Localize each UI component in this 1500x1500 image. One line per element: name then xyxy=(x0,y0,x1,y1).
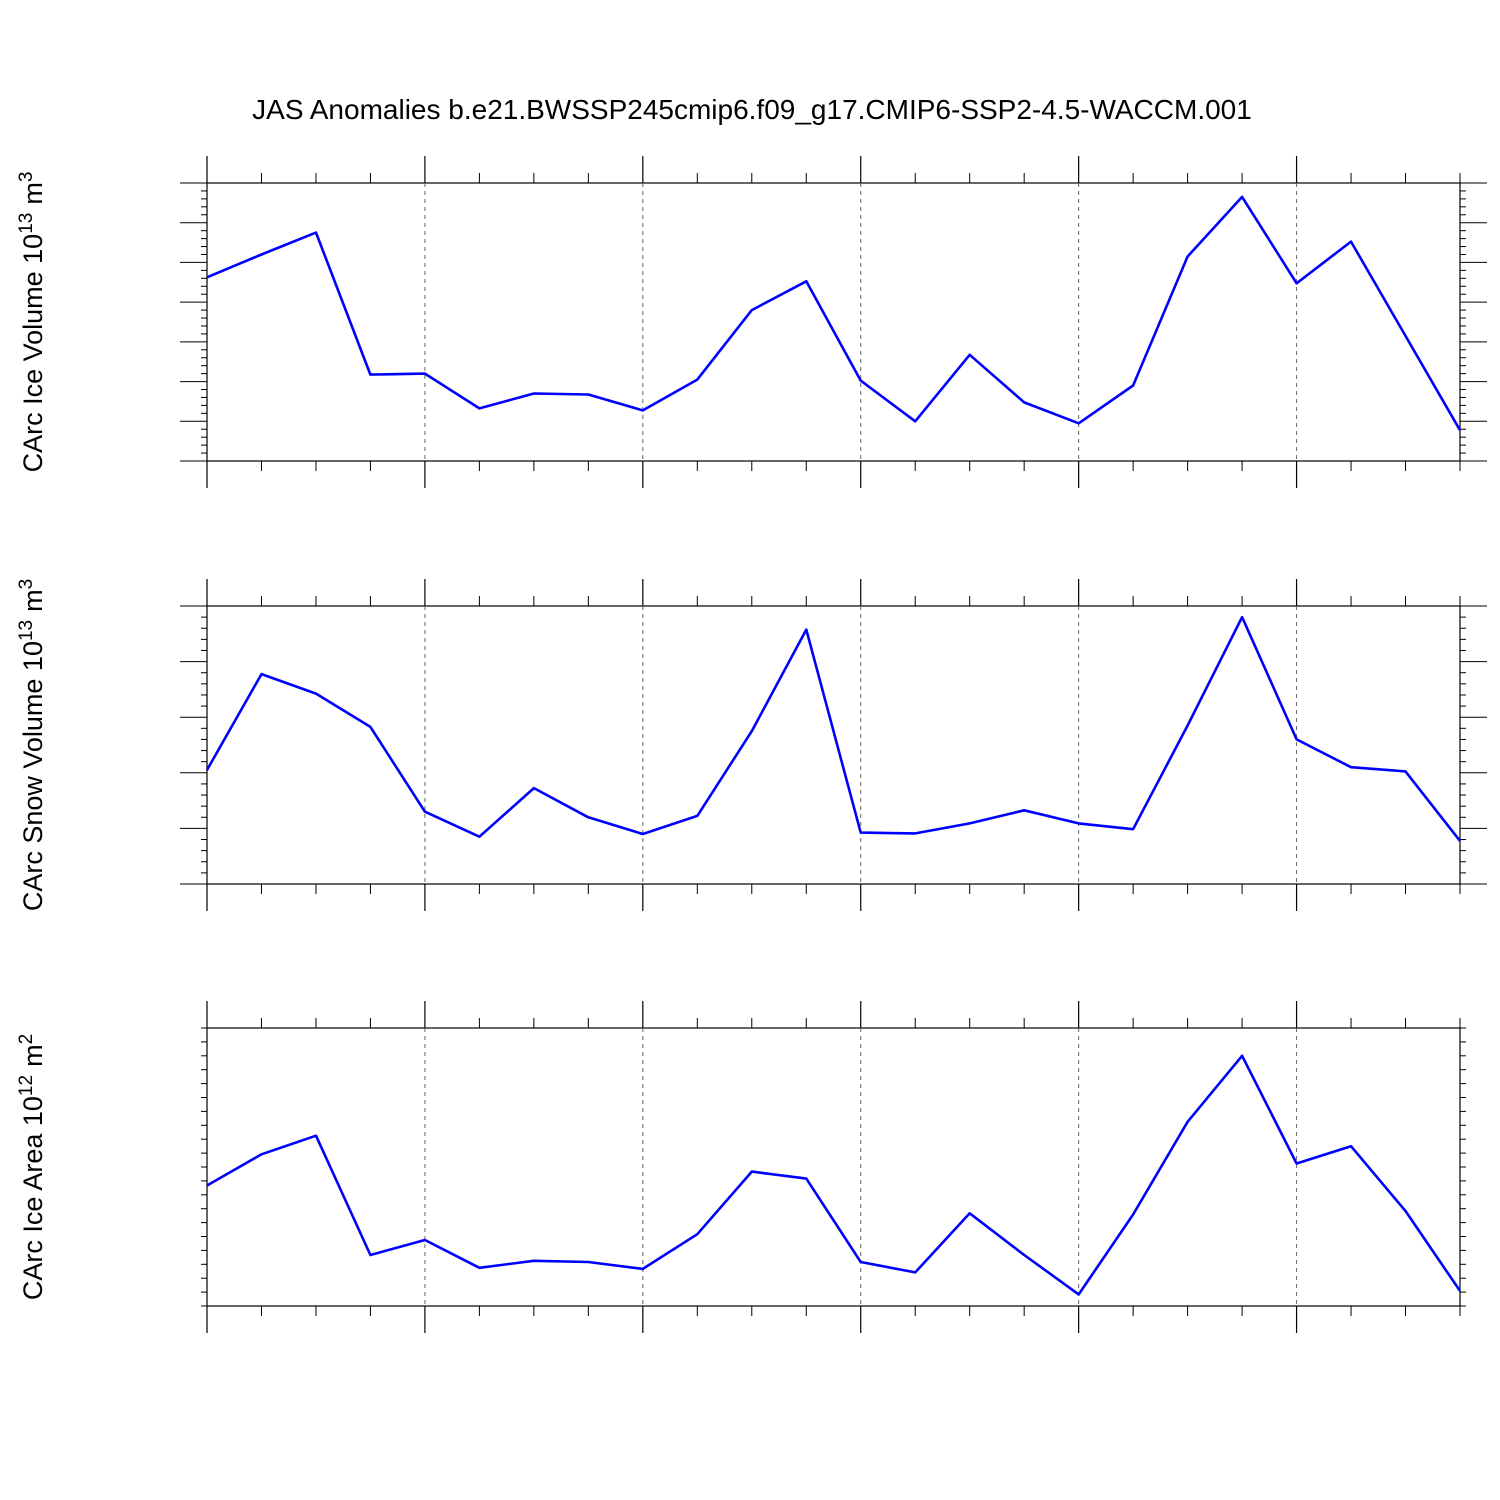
y-axis-label-ylabel-main: CArc Snow Volume 10 xyxy=(18,641,48,911)
series-line xyxy=(206,195,1462,431)
y-axis-label-ylabel-unit-sup: 3 xyxy=(16,579,37,590)
series-line xyxy=(205,615,1462,842)
y-axis-label-ylabel-unit: m xyxy=(18,1044,48,1067)
y-axis-label-ylabel-unit: m xyxy=(18,182,48,205)
y-axis-label: CArc Snow Volume 1013 m3 xyxy=(16,579,48,911)
y-axis-label-ylabel-main: CArc Ice Volume 10 xyxy=(18,234,48,473)
y-axis-label-ylabel-main: CArc Ice Area 10 xyxy=(18,1096,48,1300)
panel-2: CArc Snow Volume 1013 m3 xyxy=(16,579,1487,911)
y-axis-label: CArc Ice Area 1012 m2 xyxy=(16,1034,48,1300)
y-axis-label-ylabel-sup: 13 xyxy=(16,213,37,234)
y-axis-label-ylabel-unit-sup: 3 xyxy=(16,172,37,183)
panel-3: CArc Ice Area 1012 m2 xyxy=(16,1001,1466,1333)
panel-1: CArc Ice Volume 1013 m3 xyxy=(16,156,1487,488)
y-axis-label-ylabel-sup: 13 xyxy=(16,620,37,641)
y-axis-label-ylabel-unit: m xyxy=(18,589,48,612)
y-axis-label: CArc Ice Volume 1013 m3 xyxy=(16,172,48,473)
figure-title: JAS Anomalies b.e21.BWSSP245cmip6.f09_g1… xyxy=(252,94,1252,125)
y-axis-label-ylabel-unit-sup: 2 xyxy=(16,1034,37,1045)
plot-frame xyxy=(206,605,1461,885)
series-line xyxy=(206,1054,1462,1296)
plot-frame xyxy=(206,182,1461,462)
y-axis-label-ylabel-sup: 12 xyxy=(16,1075,37,1096)
